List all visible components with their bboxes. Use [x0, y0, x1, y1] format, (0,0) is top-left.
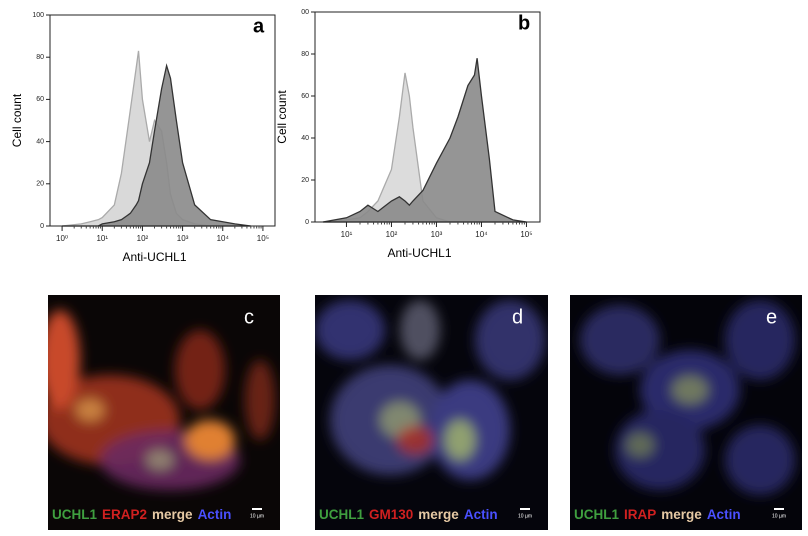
y-tick-label: 80	[36, 54, 44, 61]
y-tick-label: 0	[40, 223, 44, 230]
stain-name: GM130	[369, 507, 413, 522]
stain-name: merge	[661, 507, 702, 522]
panel-letter: d	[512, 306, 523, 328]
stain-name: Actin	[464, 507, 498, 522]
x-tick-label: 10⁴	[475, 230, 488, 239]
stain-name: UCHL1	[52, 507, 97, 522]
panel-letter: e	[766, 306, 777, 328]
x-tick-label: 10⁴	[217, 234, 230, 243]
plot-frame	[49, 14, 276, 227]
y-tick-label: 0	[305, 219, 309, 226]
x-tick-label: 10⁰	[56, 234, 68, 243]
stain-name: Actin	[198, 507, 232, 522]
x-tick-label: 10⁵	[520, 230, 532, 239]
panel-letter: b	[518, 12, 530, 34]
scale-label: 10 µm	[250, 513, 264, 519]
stain-name: UCHL1	[574, 507, 619, 522]
stain-name: ERAP2	[102, 507, 147, 522]
stain-caption: UCHL1 ERAP2 merge Actin	[52, 507, 231, 522]
x-tick-label: 10²	[137, 234, 149, 243]
y-tick-label: 60	[36, 96, 44, 103]
stain-caption: UCHL1 IRAP merge Actin	[574, 507, 741, 522]
y-tick-label: 00	[301, 9, 309, 16]
y-tick-label: 20	[36, 181, 44, 188]
y-tick-label: 60	[301, 93, 309, 100]
histogram-area	[62, 63, 251, 227]
plot-frame	[314, 11, 541, 223]
micrograph-art	[48, 295, 802, 530]
scale-label: 10 µm	[772, 513, 786, 519]
x-tick-label: 10³	[177, 234, 189, 243]
stain-name: UCHL1	[319, 507, 364, 522]
y-axis-label: Cell count	[275, 90, 289, 144]
histogram-area	[322, 58, 527, 223]
panel-letter: c	[244, 306, 254, 328]
y-tick-label: 40	[36, 138, 44, 145]
x-tick-label: 10¹	[341, 230, 353, 239]
stain-name: IRAP	[624, 507, 656, 522]
y-tick-label: 40	[301, 135, 309, 142]
x-axis-label: Anti-UCHL1	[387, 246, 451, 260]
y-tick-label: 100	[32, 12, 44, 19]
stain-name: Actin	[707, 507, 741, 522]
x-tick-label: 10²	[386, 230, 398, 239]
stain-name: merge	[418, 507, 459, 522]
stain-name: merge	[152, 507, 193, 522]
x-axis-label: Anti-UCHL1	[122, 250, 186, 264]
y-tick-label: 20	[301, 177, 309, 184]
stain-caption: UCHL1 GM130 merge Actin	[319, 507, 498, 522]
x-tick-label: 10³	[431, 230, 443, 239]
y-tick-label: 80	[301, 51, 309, 58]
x-tick-label: 10¹	[96, 234, 108, 243]
y-axis-label: Cell count	[10, 93, 24, 147]
scale-label: 10 µm	[518, 513, 532, 519]
x-tick-label: 10⁵	[257, 234, 269, 243]
panel-letter: a	[253, 15, 265, 37]
